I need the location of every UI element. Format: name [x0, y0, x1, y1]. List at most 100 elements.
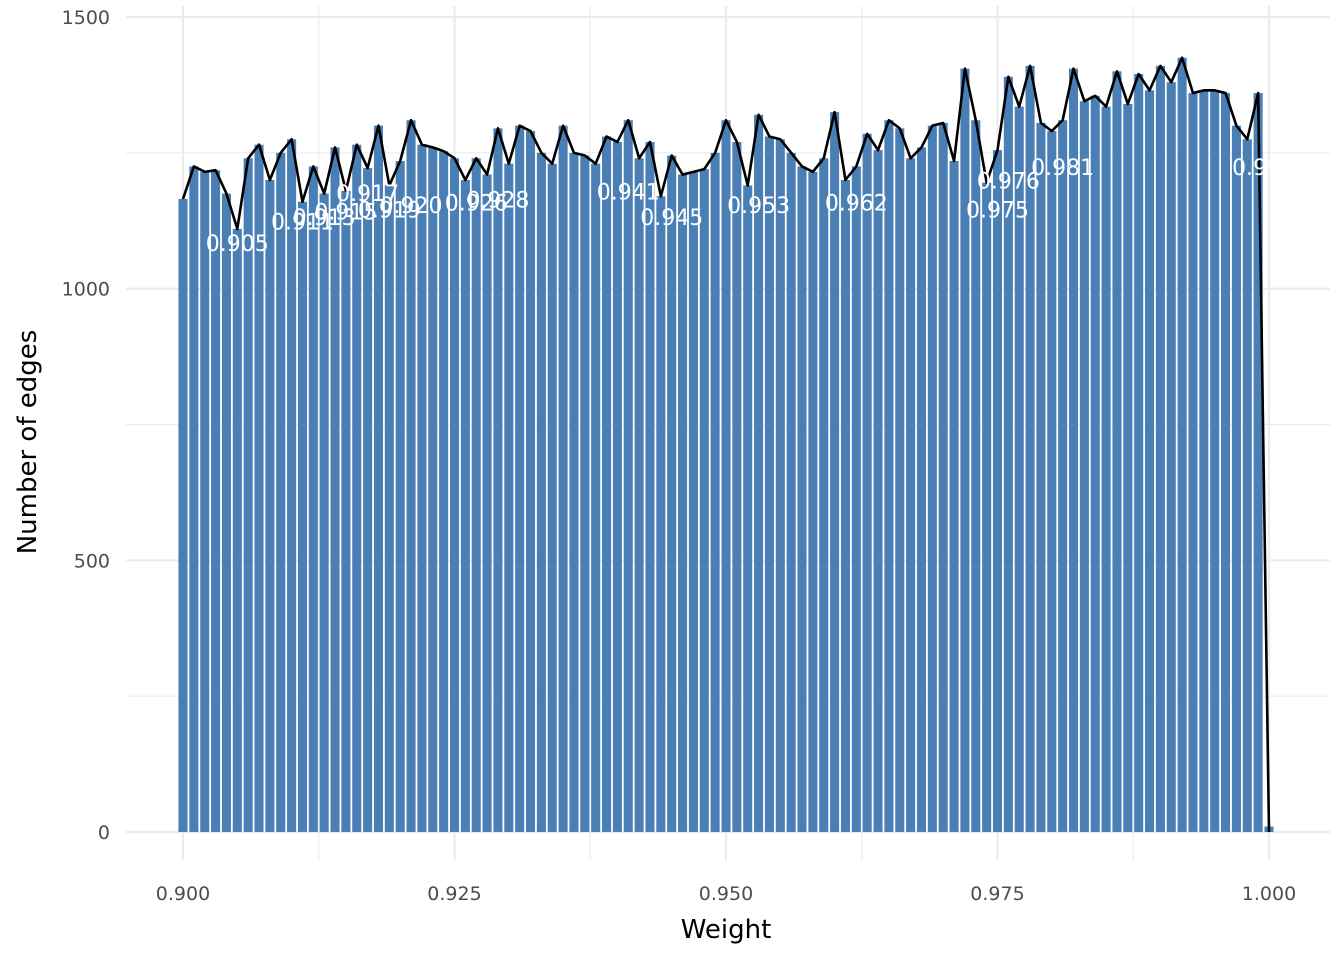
data-label-3: 0.915 — [314, 201, 377, 226]
bar-65 — [884, 120, 894, 833]
bar-33 — [536, 152, 546, 832]
bar-10 — [287, 139, 297, 832]
bar-94 — [1199, 90, 1209, 833]
bar-34 — [547, 163, 557, 832]
y-tick-label-1: 500 — [74, 550, 110, 572]
bar-24 — [439, 151, 449, 832]
data-label-14: 0.976 — [977, 170, 1040, 195]
bar-80 — [1047, 131, 1057, 833]
bar-82 — [1068, 68, 1079, 833]
bar-75 — [992, 150, 1003, 832]
bar-63 — [862, 133, 872, 832]
bars — [178, 57, 1274, 833]
bar-73 — [971, 120, 981, 833]
y-tick-label-2: 1000 — [62, 279, 110, 301]
bar-79 — [1036, 122, 1046, 832]
bar-49 — [710, 152, 720, 832]
bar-4 — [221, 193, 231, 832]
bar-98 — [1242, 139, 1252, 832]
bar-71 — [949, 160, 959, 833]
bar-2 — [200, 171, 210, 833]
bar-36 — [569, 152, 579, 832]
bar-78 — [1025, 65, 1035, 832]
y-tick-label-3: 1500 — [62, 7, 110, 29]
data-label-16: 0.999 — [1232, 156, 1295, 181]
data-label-5: 0.919 — [358, 199, 421, 224]
bar-95 — [1210, 90, 1220, 833]
bar-40 — [612, 141, 622, 833]
bar-93 — [1188, 93, 1198, 832]
bar-26 — [460, 180, 470, 832]
y-axis-ticks: 0 500 1000 1500 — [62, 7, 110, 844]
bar-41 — [623, 120, 633, 833]
bar-29 — [493, 128, 503, 832]
bar-99 — [1253, 93, 1263, 832]
bar-91 — [1166, 82, 1176, 832]
bar-25 — [449, 158, 460, 832]
data-label-7: 0.926 — [445, 191, 508, 216]
bar-64 — [873, 150, 883, 832]
trend-line — [181, 56, 1271, 833]
bar-51 — [732, 141, 742, 833]
y-tick-label-0: 0 — [98, 822, 110, 844]
bar-66 — [895, 128, 905, 832]
bar-12 — [308, 166, 318, 833]
bar-86 — [1112, 71, 1122, 832]
bar-0 — [178, 199, 188, 832]
bar-74 — [982, 182, 992, 833]
bar-81 — [1058, 120, 1068, 833]
data-label-9: 0.941 — [597, 181, 660, 206]
bar-3 — [211, 170, 221, 833]
bar-92 — [1177, 57, 1187, 832]
data-label-15: 0.981 — [1031, 156, 1094, 181]
data-label-11: 0.953 — [727, 194, 790, 219]
bar-56 — [786, 152, 796, 832]
bar-38 — [591, 163, 601, 832]
bar-45 — [667, 155, 677, 833]
bar-72 — [960, 68, 970, 833]
data-label-12: 0.962 — [825, 191, 888, 216]
bar-27 — [471, 158, 481, 832]
bar-1 — [189, 166, 199, 833]
bar-68 — [916, 147, 927, 832]
x-tick-label-4: 1.000 — [1242, 883, 1296, 905]
bar-48 — [699, 169, 709, 832]
x-axis-title: Weight — [681, 915, 772, 945]
bar-88 — [1134, 74, 1144, 833]
x-tick-label-2: 0.950 — [699, 883, 753, 905]
bar-23 — [428, 147, 438, 832]
bar-17 — [363, 168, 373, 833]
bar-14 — [330, 147, 340, 832]
bar-5 — [232, 228, 242, 832]
bar-7 — [254, 144, 264, 832]
bar-53 — [754, 114, 764, 833]
bar-13 — [319, 193, 329, 832]
bar-83 — [1079, 101, 1089, 833]
bar-96 — [1221, 93, 1231, 832]
data-label-10: 0.945 — [640, 206, 703, 231]
bar-60 — [830, 112, 840, 832]
bar-22 — [417, 144, 427, 832]
bar-11 — [297, 201, 307, 833]
bar-32 — [525, 131, 536, 833]
data-label-6: 0.920 — [380, 194, 443, 219]
bar-59 — [819, 158, 829, 832]
bar-57 — [797, 166, 807, 833]
bar-39 — [602, 136, 612, 832]
bar-55 — [775, 139, 785, 832]
y-axis-title: Number of edges — [13, 330, 43, 555]
bar-67 — [906, 158, 916, 832]
data-label-0: 0.905 — [206, 232, 269, 257]
bar-37 — [580, 155, 590, 833]
bar-77 — [1014, 106, 1024, 832]
bar-47 — [688, 171, 698, 833]
x-axis-ticks: 0.900 0.925 0.950 0.975 1.000 — [156, 883, 1296, 905]
bar-89 — [1145, 90, 1155, 833]
bar-18 — [373, 125, 384, 833]
bar-44 — [656, 196, 666, 833]
bar-30 — [504, 163, 514, 832]
x-tick-label-3: 0.975 — [970, 883, 1024, 905]
data-label-1: 0.911 — [271, 210, 334, 235]
bar-69 — [927, 125, 937, 833]
